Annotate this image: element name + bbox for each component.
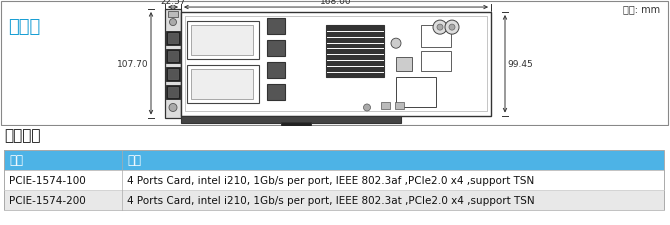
Text: 99.45: 99.45 <box>507 60 533 69</box>
Text: 4 Ports Card, intel i210, 1Gb/s per port, IEEE 802.3af ,PCIe2.0 x4 ,support TSN: 4 Ports Card, intel i210, 1Gb/s per port… <box>127 175 534 185</box>
Bar <box>166 32 180 46</box>
Bar <box>165 10 181 118</box>
Bar <box>267 63 285 79</box>
Bar <box>191 26 253 56</box>
Bar <box>381 103 390 110</box>
Circle shape <box>364 104 371 112</box>
Bar <box>166 86 180 100</box>
Bar <box>326 26 384 78</box>
Text: 订购信息: 订购信息 <box>4 128 40 143</box>
Bar <box>181 13 491 116</box>
Bar <box>267 41 285 57</box>
Bar <box>421 52 451 72</box>
Circle shape <box>445 21 459 35</box>
Circle shape <box>170 20 176 27</box>
Bar <box>4 150 664 210</box>
Bar <box>166 68 180 82</box>
Bar <box>4 150 664 170</box>
Circle shape <box>433 21 447 35</box>
Bar <box>281 122 311 128</box>
Circle shape <box>449 25 455 31</box>
Bar <box>187 22 259 60</box>
Text: PCIE-1574-200: PCIE-1574-200 <box>9 195 86 205</box>
Bar <box>166 50 180 64</box>
Bar <box>421 26 451 48</box>
Bar <box>168 34 178 44</box>
Text: 4 Ports Card, intel i210, 1Gb/s per port, IEEE 802.3at ,PCIe2.0 x4 ,support TSN: 4 Ports Card, intel i210, 1Gb/s per port… <box>127 195 535 205</box>
Circle shape <box>437 25 443 31</box>
Bar <box>168 70 178 80</box>
Bar <box>181 116 401 123</box>
Text: 单位: mm: 单位: mm <box>623 4 660 14</box>
Bar <box>168 12 178 18</box>
Circle shape <box>391 39 401 49</box>
Bar <box>267 85 285 101</box>
Text: 描述: 描述 <box>127 153 141 166</box>
Text: 尺寸图: 尺寸图 <box>8 18 40 36</box>
Text: 168.00: 168.00 <box>320 0 352 6</box>
Bar <box>185 17 487 112</box>
Text: 22.57: 22.57 <box>160 0 186 6</box>
Circle shape <box>169 104 177 112</box>
Bar <box>4 190 664 210</box>
Bar <box>395 103 404 110</box>
Text: PCIE-1574-100: PCIE-1574-100 <box>9 175 86 185</box>
Text: 107.70: 107.70 <box>117 60 149 68</box>
Bar <box>267 19 285 35</box>
Bar <box>191 70 253 100</box>
Bar <box>187 66 259 104</box>
Bar <box>4 170 664 190</box>
Text: 型号: 型号 <box>9 153 23 166</box>
Bar <box>396 58 412 72</box>
Bar <box>168 88 178 98</box>
Bar <box>168 52 178 62</box>
Bar <box>396 78 436 108</box>
